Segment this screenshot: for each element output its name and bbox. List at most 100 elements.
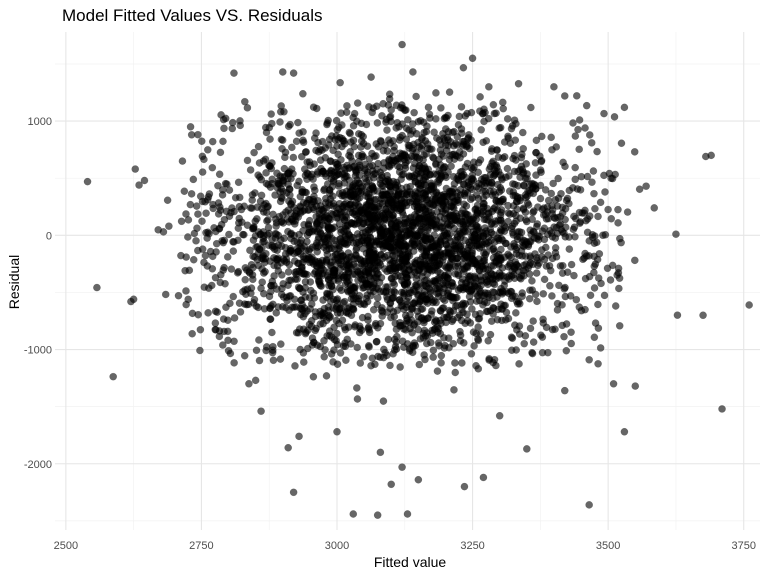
data-point bbox=[328, 192, 337, 201]
data-point bbox=[489, 303, 497, 312]
data-point bbox=[484, 114, 493, 123]
data-point bbox=[425, 284, 433, 293]
data-point bbox=[296, 345, 305, 354]
data-point bbox=[386, 361, 394, 370]
data-point bbox=[372, 237, 381, 246]
data-point bbox=[255, 336, 263, 344]
data-point bbox=[631, 382, 640, 390]
data-point bbox=[243, 266, 251, 274]
data-point bbox=[466, 195, 475, 204]
data-point bbox=[326, 157, 335, 165]
data-point bbox=[594, 212, 602, 221]
data-point bbox=[591, 319, 600, 327]
data-point bbox=[563, 268, 572, 277]
data-point bbox=[324, 223, 333, 232]
data-point bbox=[422, 247, 431, 256]
data-point bbox=[490, 109, 499, 118]
data-point bbox=[277, 290, 286, 299]
data-point bbox=[432, 215, 440, 224]
data-point bbox=[560, 284, 569, 293]
data-point bbox=[292, 267, 301, 276]
data-point bbox=[524, 201, 533, 209]
data-point bbox=[332, 302, 341, 311]
data-point bbox=[512, 346, 521, 354]
data-point bbox=[292, 137, 301, 146]
data-point bbox=[396, 322, 404, 330]
data-point bbox=[540, 204, 548, 212]
data-point bbox=[502, 173, 510, 182]
data-point bbox=[591, 204, 599, 213]
data-point bbox=[461, 236, 470, 245]
data-point bbox=[441, 296, 449, 305]
y-tick-label: 0 bbox=[46, 230, 52, 242]
data-point bbox=[532, 148, 541, 157]
data-point bbox=[635, 185, 644, 194]
data-point bbox=[386, 195, 395, 204]
data-point bbox=[387, 105, 396, 114]
data-point bbox=[384, 162, 393, 170]
data-point bbox=[515, 330, 524, 338]
data-point bbox=[327, 174, 336, 183]
data-point bbox=[428, 307, 436, 315]
data-point bbox=[366, 273, 375, 282]
data-point bbox=[455, 148, 464, 156]
data-point bbox=[406, 182, 415, 191]
data-point bbox=[391, 288, 399, 297]
data-point bbox=[193, 224, 201, 233]
data-point bbox=[457, 209, 466, 218]
data-point bbox=[610, 113, 619, 121]
data-point bbox=[225, 212, 234, 221]
data-point bbox=[212, 239, 221, 248]
data-point bbox=[379, 146, 388, 155]
data-point bbox=[365, 228, 374, 237]
data-point bbox=[322, 372, 331, 380]
data-point bbox=[462, 279, 471, 287]
data-point bbox=[400, 189, 409, 198]
data-point bbox=[387, 313, 395, 322]
data-point bbox=[369, 104, 378, 112]
data-point bbox=[276, 107, 285, 116]
data-point bbox=[458, 167, 466, 176]
data-point bbox=[416, 236, 425, 245]
data-point bbox=[597, 279, 605, 288]
data-point bbox=[241, 275, 250, 284]
data-point bbox=[572, 91, 581, 100]
data-point bbox=[266, 315, 275, 323]
data-point bbox=[354, 276, 362, 285]
data-point bbox=[538, 227, 547, 235]
data-point bbox=[299, 136, 307, 145]
data-point bbox=[350, 162, 359, 171]
data-point bbox=[340, 323, 349, 332]
data-point bbox=[527, 230, 536, 239]
data-point bbox=[203, 195, 212, 204]
data-point bbox=[500, 222, 509, 231]
data-point bbox=[482, 276, 491, 284]
data-point bbox=[521, 252, 530, 261]
data-point bbox=[615, 274, 624, 283]
data-point bbox=[529, 208, 537, 217]
data-point bbox=[309, 225, 318, 233]
data-point bbox=[437, 351, 446, 360]
data-point bbox=[263, 231, 272, 239]
data-point bbox=[268, 328, 276, 337]
data-point bbox=[476, 155, 485, 164]
data-point bbox=[604, 205, 612, 214]
data-point bbox=[590, 333, 599, 342]
data-point bbox=[463, 262, 472, 271]
data-point bbox=[268, 346, 277, 355]
data-point bbox=[519, 236, 528, 245]
data-point bbox=[400, 288, 408, 296]
data-point bbox=[529, 317, 538, 325]
data-point bbox=[479, 301, 487, 309]
data-point bbox=[374, 352, 382, 361]
data-point bbox=[620, 427, 629, 436]
data-point bbox=[607, 214, 616, 223]
data-point bbox=[228, 204, 236, 212]
data-point bbox=[309, 372, 318, 381]
data-point bbox=[201, 251, 210, 260]
data-point bbox=[454, 269, 462, 278]
data-point bbox=[93, 283, 101, 292]
data-point bbox=[267, 110, 276, 118]
data-point bbox=[218, 341, 227, 349]
data-point bbox=[400, 280, 409, 289]
